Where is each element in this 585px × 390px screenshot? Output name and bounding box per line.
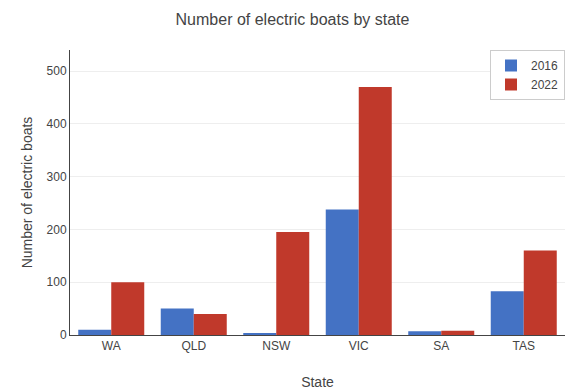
svg-text:Number of electric boats by st: Number of electric boats by state: [176, 11, 410, 28]
svg-text:VIC: VIC: [349, 339, 369, 353]
svg-text:100: 100: [47, 275, 67, 289]
svg-text:Number of electric boats: Number of electric boats: [19, 117, 35, 269]
svg-text:0: 0: [60, 328, 67, 342]
svg-text:SA: SA: [433, 339, 449, 353]
svg-text:WA: WA: [102, 339, 121, 353]
svg-text:300: 300: [47, 170, 67, 184]
svg-text:200: 200: [47, 223, 67, 237]
svg-text:500: 500: [47, 64, 67, 78]
svg-text:NSW: NSW: [262, 339, 291, 353]
svg-text:TAS: TAS: [513, 339, 535, 353]
svg-text:QLD: QLD: [181, 339, 206, 353]
svg-text:2022: 2022: [531, 78, 558, 92]
svg-text:State: State: [301, 374, 334, 390]
svg-text:400: 400: [47, 117, 67, 131]
svg-text:2016: 2016: [531, 59, 558, 73]
